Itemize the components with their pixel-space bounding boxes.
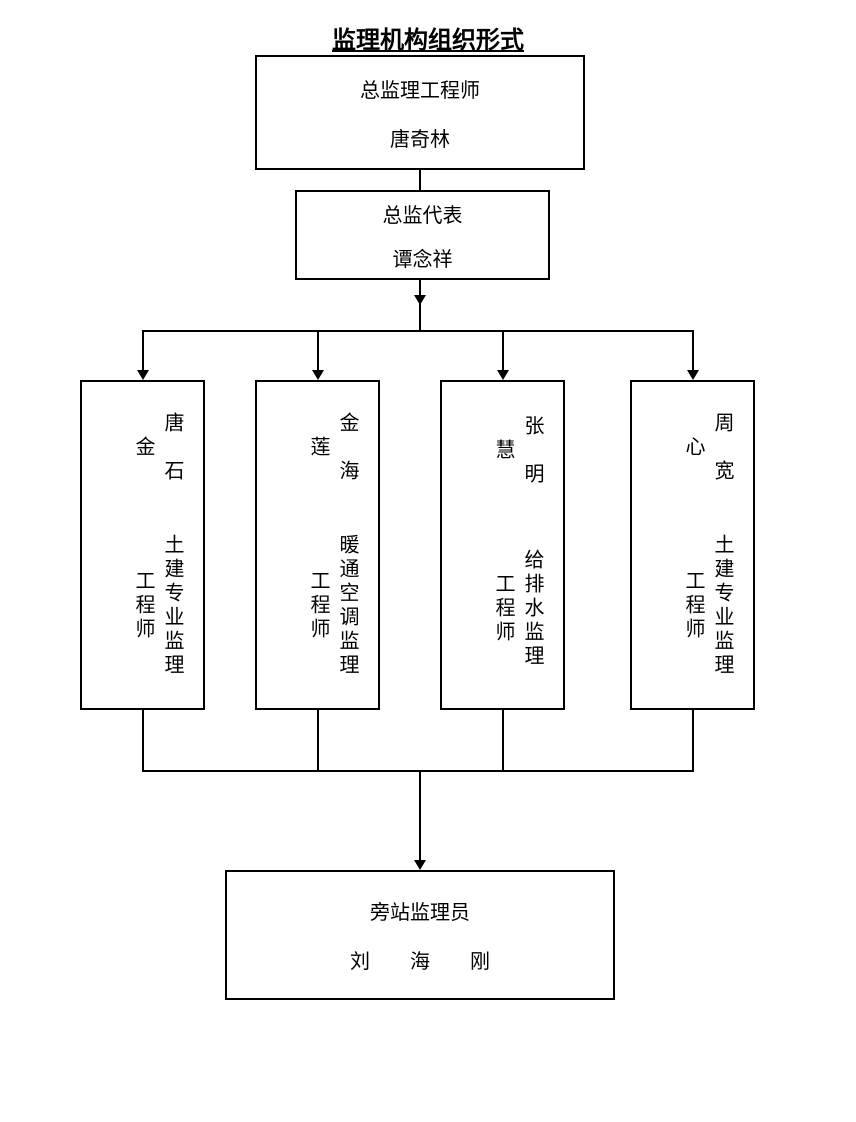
diagram-title: 监理机构组织形式: [332, 20, 524, 55]
node-role: 总监理工程师: [360, 74, 480, 103]
node-civil-engineer-1: 土建专业监理工程师 唐石金: [80, 380, 205, 710]
node-role: 土建专业监理工程师: [679, 531, 737, 680]
connector-line: [502, 710, 504, 770]
connector-line: [142, 330, 144, 370]
connector-line: [142, 770, 694, 772]
node-name: 周宽心: [679, 410, 737, 509]
connector-line: [317, 330, 319, 370]
node-station-supervisor: 旁站监理员 刘海刚: [225, 870, 615, 1000]
arrow-icon: [414, 860, 426, 870]
node-hvac-engineer: 暖通空调监理工程师 金海莲: [255, 380, 380, 710]
node-name: 唐石金: [129, 410, 187, 509]
arrow-icon: [687, 370, 699, 380]
arrow-icon: [414, 295, 426, 305]
node-role: 旁站监理员: [370, 896, 470, 925]
arrow-icon: [312, 370, 324, 380]
connector-line: [419, 770, 421, 860]
arrow-icon: [137, 370, 149, 380]
node-name: 张明慧: [489, 410, 547, 516]
node-role: 土建专业监理工程师: [129, 531, 187, 680]
node-plumbing-engineer: 给排水监理工程师 张明慧: [440, 380, 565, 710]
connector-line: [419, 280, 421, 330]
node-name: 刘海刚: [310, 945, 530, 974]
connector-line: [692, 330, 694, 370]
connector-line: [142, 330, 693, 332]
node-name: 谭念祥: [393, 243, 453, 272]
node-name: 金海莲: [304, 410, 362, 509]
node-role: 给排水监理工程师: [489, 538, 547, 680]
connector-line: [317, 710, 319, 770]
node-chief-engineer: 总监理工程师 唐奇林: [255, 55, 585, 170]
connector-line: [419, 170, 421, 190]
node-role: 暖通空调监理工程师: [304, 531, 362, 680]
arrow-icon: [497, 370, 509, 380]
node-chief-rep: 总监代表 谭念祥: [295, 190, 550, 280]
node-role: 总监代表: [383, 199, 463, 228]
connector-line: [502, 330, 504, 370]
node-name: 唐奇林: [390, 123, 450, 152]
node-civil-engineer-2: 土建专业监理工程师 周宽心: [630, 380, 755, 710]
connector-line: [692, 710, 694, 770]
connector-line: [142, 710, 144, 770]
